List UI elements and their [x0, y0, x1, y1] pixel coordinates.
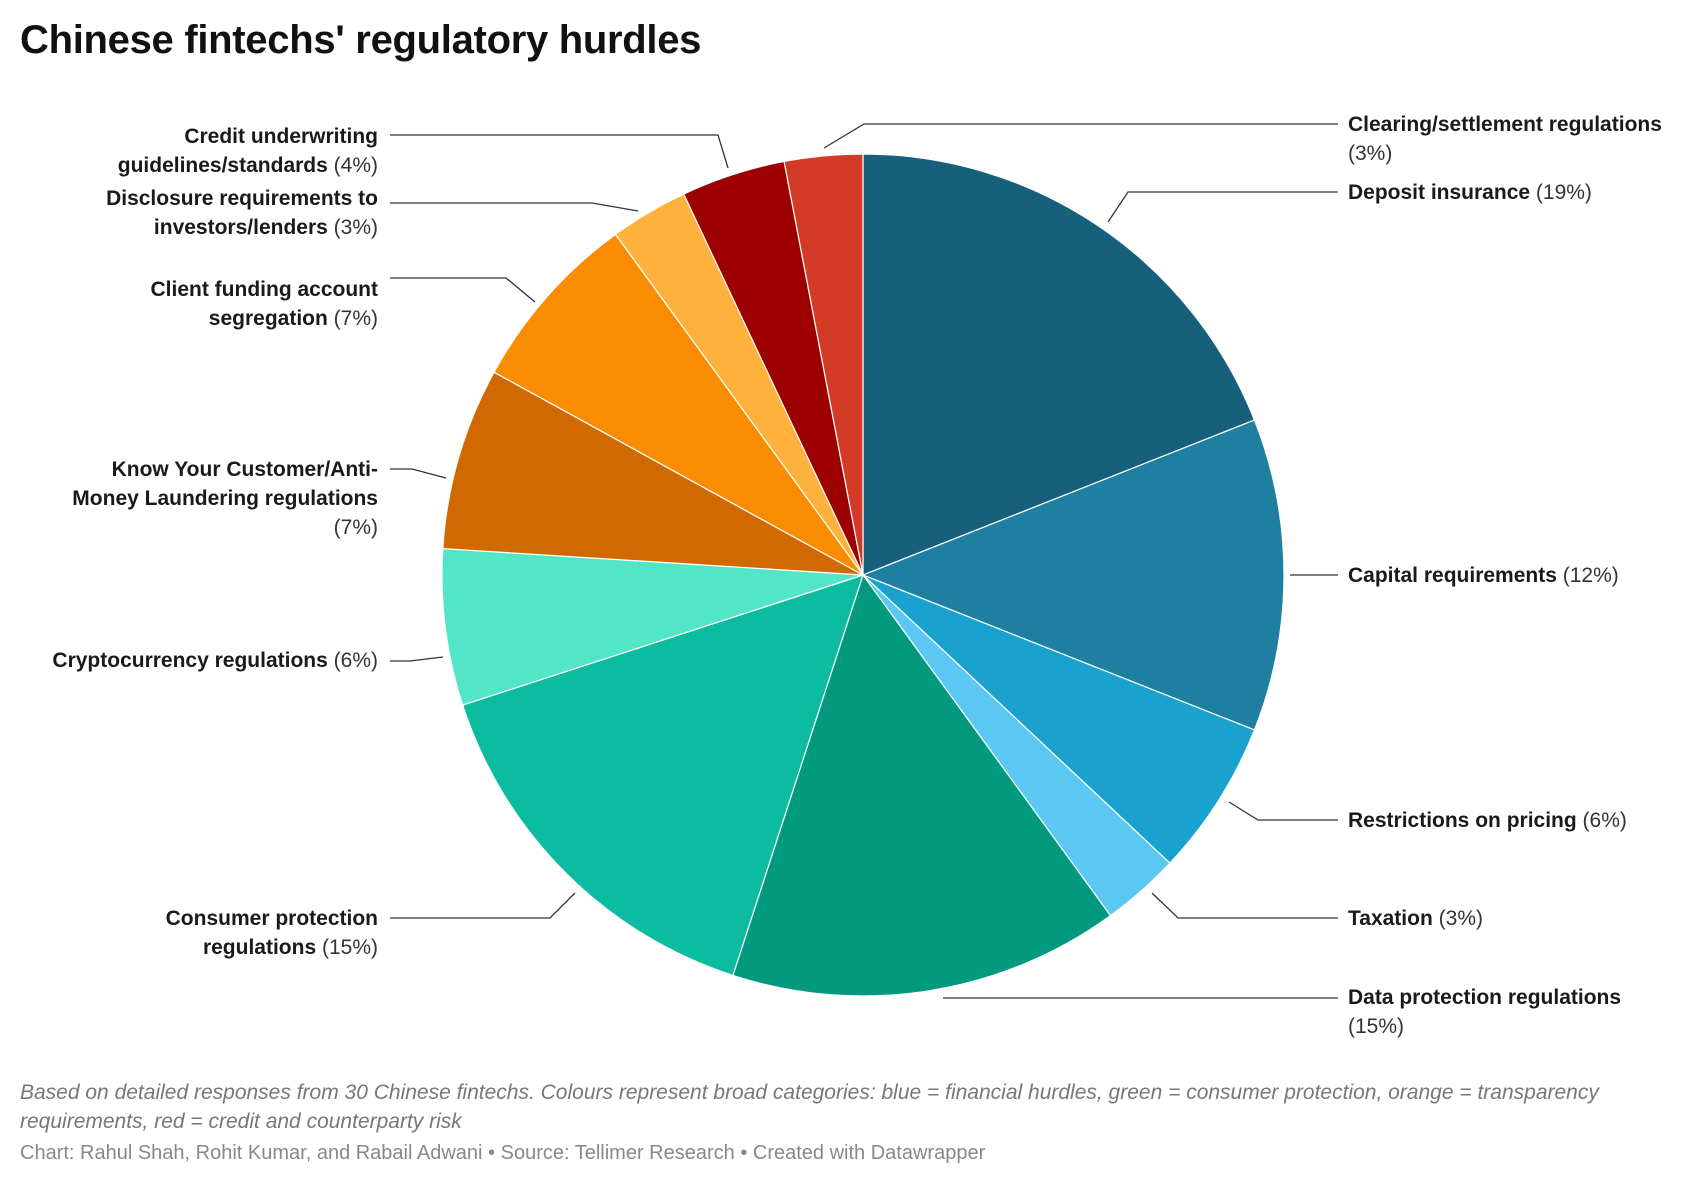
slice-label-2: Capital requirements (12%): [1348, 561, 1688, 590]
leader-line-12: [823, 123, 1338, 149]
slice-percent: (15%): [321, 936, 378, 959]
pie-slice-1: [862, 153, 1256, 576]
slice-label-8: Know Your Customer/Anti-Money Laundering…: [48, 455, 378, 542]
slice-name: Data protection regulations: [1348, 986, 1622, 1009]
slice-percent: (6%): [1582, 809, 1627, 832]
slice-label-4: Taxation (3%): [1348, 904, 1688, 933]
pie-slice-8: [442, 371, 864, 576]
slice-name: Consumer protection regulations: [165, 907, 378, 959]
slice-name: Cryptocurrency regulations: [52, 649, 328, 672]
slice-name: Deposit insurance: [1348, 181, 1531, 204]
slice-percent: (12%): [1562, 564, 1619, 587]
leader-line-1: [1107, 191, 1338, 223]
slice-label-10: Disclosure requirements to investors/len…: [78, 184, 378, 242]
slice-percent: (6%): [333, 649, 378, 672]
slice-label-11: Credit underwriting guidelines/standards…: [88, 122, 378, 180]
chart-title: Chinese fintechs' regulatory hurdles: [20, 18, 702, 62]
leader-line-8: [390, 468, 447, 479]
slice-name: Credit underwriting guidelines/standards: [117, 125, 378, 177]
leader-line-11: [390, 134, 729, 169]
slice-name: Taxation: [1348, 907, 1433, 930]
slice-name: Restrictions on pricing: [1348, 809, 1577, 832]
slice-label-5: Data protection regulations (15%): [1348, 983, 1638, 1041]
pie-slice-6: [461, 574, 864, 977]
slice-name: Know Your Customer/Anti-Money Laundering…: [72, 458, 378, 510]
slice-percent: (4%): [333, 154, 378, 177]
slice-label-1: Deposit insurance (19%): [1348, 178, 1688, 207]
slice-label-7: Cryptocurrency regulations (6%): [18, 646, 378, 675]
leader-line-9: [390, 277, 536, 303]
pie-slice-9: [493, 233, 864, 576]
slice-label-9: Client funding account segregation (7%): [118, 275, 378, 333]
chart-credit: Chart: Rahul Shah, Rohit Kumar, and Raba…: [20, 1142, 986, 1164]
slice-label-6: Consumer protection regulations (15%): [128, 904, 378, 962]
pie-slice-5: [732, 573, 1112, 997]
slice-percent: (7%): [333, 307, 378, 330]
pie-slice-7: [441, 547, 864, 706]
slice-label-3: Restrictions on pricing (6%): [1348, 806, 1688, 835]
slice-name: Clearing/settlement regulations: [1348, 113, 1662, 136]
leader-line-4: [1151, 892, 1338, 919]
leader-line-6: [390, 892, 576, 919]
slice-percent: (7%): [333, 516, 378, 539]
pie-slice-2: [861, 419, 1285, 731]
slice-name: Disclosure requirements to investors/len…: [106, 187, 378, 239]
slice-percent: (3%): [1438, 907, 1483, 930]
chart-notes: Based on detailed responses from 30 Chin…: [20, 1081, 1599, 1133]
leader-line-3: [1228, 801, 1338, 821]
slice-percent: (3%): [333, 216, 378, 239]
slice-label-12: Clearing/settlement regulations (3%): [1348, 110, 1678, 168]
slice-name: Capital requirements: [1348, 564, 1557, 587]
leader-line-7: [390, 656, 444, 662]
pie-slice-12: [783, 153, 864, 576]
leader-line-10: [390, 202, 639, 212]
slice-percent: (19%): [1535, 181, 1592, 204]
slice-name: Client funding account segregation: [150, 278, 378, 330]
slice-percent: (15%): [1348, 1015, 1405, 1038]
pie-slice-3: [862, 574, 1256, 865]
slice-percent: (3%): [1348, 142, 1393, 165]
